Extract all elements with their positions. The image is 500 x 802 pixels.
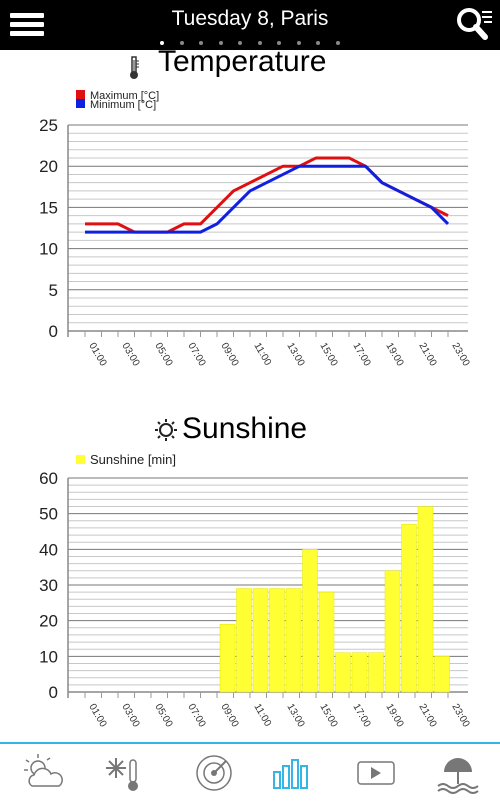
sunshine-chart: 60 50 40 30 20 10 0 01:00 03:00 05:00 07:00 09:00 11… bbox=[39, 452, 472, 730]
sunshine-bar bbox=[285, 588, 302, 693]
y-tick-label: 0 bbox=[49, 322, 58, 341]
y-tick-label: 0 bbox=[49, 683, 58, 702]
x-tick-label: 03:00 bbox=[119, 702, 141, 730]
sunshine-bar bbox=[384, 570, 401, 693]
x-tick-label: 17:00 bbox=[350, 341, 372, 369]
temperature-chart: 25 20 15 10 5 0 01:00 03:00 05:00 07:00 09:00 11:00… bbox=[39, 90, 472, 369]
x-tick-label: 23:00 bbox=[449, 702, 471, 730]
sunshine-bar bbox=[302, 549, 318, 693]
legend-label: Minimum [°C] bbox=[90, 99, 156, 111]
sunshine-bar bbox=[236, 588, 252, 693]
x-tick-label: 03:00 bbox=[119, 341, 141, 369]
x-tick-label: 23:00 bbox=[449, 341, 471, 369]
y-tick-label: 15 bbox=[39, 198, 58, 217]
search-icon[interactable] bbox=[454, 6, 494, 44]
sunshine-bar bbox=[219, 623, 236, 693]
hamburger-menu-icon[interactable] bbox=[10, 11, 46, 39]
x-tick-label: 13:00 bbox=[284, 341, 306, 369]
y-tick-label: 10 bbox=[39, 647, 58, 666]
sunshine-bar bbox=[401, 524, 417, 693]
page-indicator bbox=[0, 41, 500, 47]
x-tick-label: 07:00 bbox=[185, 341, 207, 369]
tab-temperature[interactable] bbox=[96, 750, 156, 796]
x-tick-label: 15:00 bbox=[317, 702, 339, 730]
sun-icon bbox=[154, 418, 178, 447]
beach-wave-icon bbox=[437, 758, 479, 794]
x-tick-label: 09:00 bbox=[218, 341, 240, 369]
x-tick-label: 21:00 bbox=[416, 702, 438, 730]
top-bar: Tuesday 8, Paris bbox=[0, 0, 500, 50]
page-dot bbox=[296, 41, 301, 45]
y-tick-label: 20 bbox=[39, 612, 58, 631]
y-tick-label: 40 bbox=[39, 540, 58, 559]
y-tick-label: 30 bbox=[39, 576, 58, 595]
y-tick-label: 20 bbox=[39, 157, 58, 176]
sunshine-bar bbox=[318, 591, 335, 693]
sunshine-bar bbox=[252, 588, 269, 693]
legend-swatch bbox=[76, 99, 85, 108]
x-tick-label: 17:00 bbox=[350, 702, 372, 730]
page-dot bbox=[199, 41, 203, 45]
x-tick-label: 05:00 bbox=[152, 702, 174, 730]
x-tick-label: 01:00 bbox=[86, 341, 108, 369]
x-tick-label: 01:00 bbox=[86, 702, 108, 730]
sunshine-bar bbox=[269, 588, 285, 693]
legend-label: Maximum [°C] bbox=[90, 90, 159, 102]
page-title: Tuesday 8, Paris bbox=[171, 7, 329, 30]
video-player-icon bbox=[357, 761, 395, 785]
sunshine-bar bbox=[434, 656, 450, 693]
radar-icon bbox=[196, 755, 232, 791]
page-dot bbox=[238, 41, 242, 45]
page-dot bbox=[277, 41, 281, 45]
tab-radar[interactable] bbox=[184, 750, 244, 796]
y-tick-label: 60 bbox=[39, 469, 58, 488]
x-tick-label: 21:00 bbox=[416, 341, 438, 369]
x-tick-label: 05:00 bbox=[152, 341, 174, 369]
x-tick-label: 19:00 bbox=[383, 341, 405, 369]
page-dot bbox=[218, 41, 223, 45]
y-tick-label: 25 bbox=[39, 116, 58, 135]
x-tick-label: 11:00 bbox=[251, 702, 273, 729]
legend-swatch bbox=[76, 455, 85, 464]
page-dot bbox=[316, 41, 320, 45]
sunshine-bar bbox=[351, 652, 368, 693]
temperature-title: Temperature bbox=[158, 45, 327, 78]
page-dot bbox=[257, 41, 262, 45]
min-temperature-line bbox=[85, 164, 450, 234]
y-tick-label: 5 bbox=[49, 281, 58, 300]
max-temperature-line bbox=[85, 156, 449, 234]
page-dot bbox=[179, 41, 184, 45]
thermometer-snowflake-icon bbox=[106, 758, 138, 791]
page-dot bbox=[160, 41, 164, 45]
weather-cloud-sun-icon bbox=[24, 754, 63, 787]
x-tick-label: 19:00 bbox=[383, 702, 405, 730]
sunshine-title: Sunshine bbox=[182, 412, 308, 445]
tab-video[interactable] bbox=[346, 750, 406, 796]
x-tick-label: 11:00 bbox=[251, 341, 273, 368]
tab-charts[interactable] bbox=[262, 750, 322, 796]
y-tick-label: 10 bbox=[39, 240, 58, 259]
x-tick-label: 15:00 bbox=[317, 341, 339, 369]
legend-swatch bbox=[76, 90, 85, 99]
sunshine-bar bbox=[417, 506, 434, 693]
tab-beach[interactable] bbox=[428, 750, 488, 796]
x-tick-label: 13:00 bbox=[284, 702, 306, 730]
sunshine-bar bbox=[368, 652, 384, 693]
sunshine-bar bbox=[335, 652, 351, 693]
y-tick-label: 50 bbox=[39, 505, 58, 524]
tab-forecast[interactable] bbox=[14, 750, 74, 796]
x-tick-label: 09:00 bbox=[218, 702, 240, 730]
page-dot bbox=[335, 41, 340, 45]
thermometer-icon bbox=[128, 56, 140, 85]
bottom-tab-bar bbox=[0, 742, 500, 802]
legend-label: Sunshine [min] bbox=[90, 452, 176, 467]
bar-chart-icon bbox=[273, 759, 308, 789]
x-tick-label: 07:00 bbox=[185, 702, 207, 730]
